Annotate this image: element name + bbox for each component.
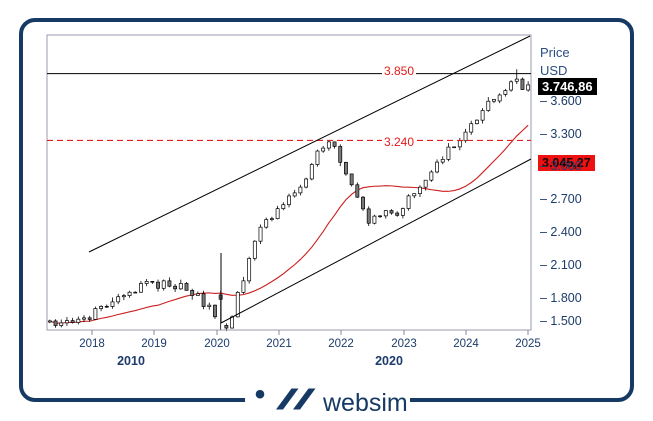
svg-text:websim: websim — [322, 389, 408, 417]
